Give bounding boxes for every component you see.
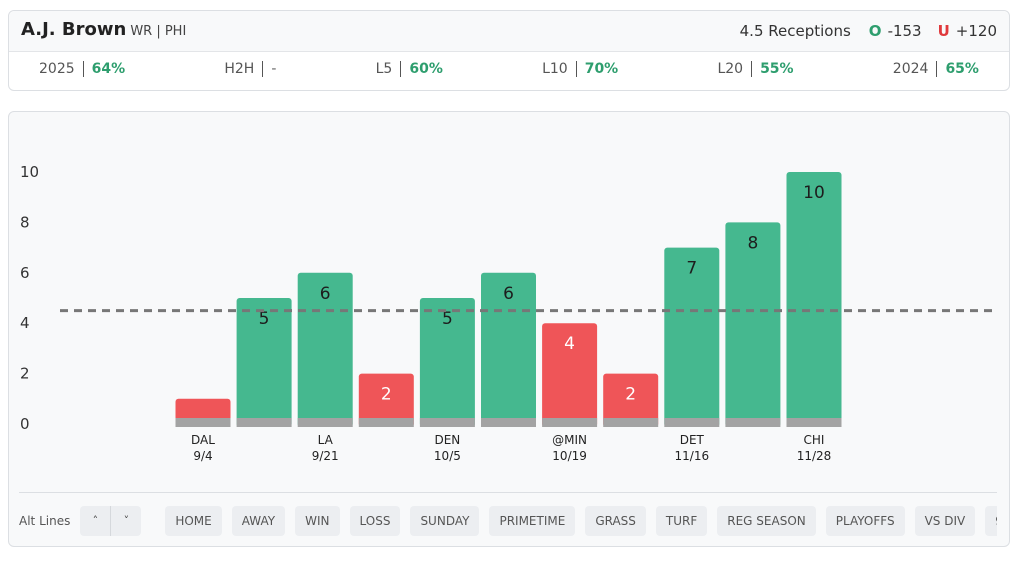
bar: [725, 222, 781, 427]
header-card: A.J. Brown WR | PHI 4.5 Receptions O -153…: [8, 10, 1010, 91]
value-label: 2: [625, 385, 636, 405]
stat-label: 2025: [39, 61, 84, 77]
alt-line-arrows: ˄ ˅: [80, 506, 142, 536]
bar: [786, 172, 842, 427]
y-tick-label: 0: [20, 415, 30, 433]
bar: [297, 272, 353, 427]
under-mark: U: [937, 22, 950, 40]
x-tick-date: 11/28: [797, 449, 832, 463]
stat-label: L5: [375, 61, 402, 77]
value-label: 10: [803, 183, 825, 203]
stat-value: 64%: [91, 61, 126, 77]
bar-base: [175, 418, 231, 427]
filter-button[interactable]: TURF: [655, 506, 708, 536]
bar: [419, 298, 475, 427]
over-mark: O: [868, 22, 882, 40]
stat-label: 2024: [892, 61, 938, 77]
x-tick-date: 10/5: [434, 449, 461, 463]
stat: L10 70%: [542, 61, 618, 77]
under-odds: +120: [955, 22, 997, 40]
filter-button[interactable]: SUNDAY: [410, 506, 480, 536]
stat-value: -: [271, 61, 277, 77]
filter-button[interactable]: GRASS: [585, 506, 646, 536]
x-tick-label: DAL: [191, 433, 215, 447]
x-tick-label: DET: [680, 433, 705, 447]
stat-value: 55%: [760, 61, 794, 77]
bar-base: [603, 418, 659, 427]
stat-label: L10: [542, 61, 577, 77]
filter-row: Alt Lines ˄ ˅ HOME AWAY WIN LOSS SUNDAY PRIME…: [19, 492, 997, 549]
bar-base: [542, 418, 598, 427]
position: WR | PHI: [130, 24, 187, 39]
x-tick-date: 10/19: [552, 449, 587, 463]
stat: 2025 64%: [39, 61, 125, 77]
value-label: 5: [259, 309, 270, 329]
filter-button[interactable]: PLAYOFFS: [825, 506, 905, 536]
filter-button[interactable]: WIN: [295, 506, 340, 536]
stat: 2024 65%: [892, 61, 979, 77]
alt-lines-label: Alt Lines: [19, 514, 71, 528]
up-button[interactable]: ˄: [92, 514, 99, 527]
stat-value: 60%: [409, 61, 443, 77]
x-tick-date: 9/21: [312, 449, 339, 463]
x-tick-label: LA: [318, 433, 334, 447]
x-tick-date: 11/16: [675, 449, 710, 463]
value-label: 8: [747, 233, 758, 253]
bar-base: [725, 418, 781, 427]
filter-button[interactable]: PRIMETIME: [489, 506, 576, 536]
value-label: 4: [564, 334, 575, 354]
x-tick-date: 9/4: [193, 449, 212, 463]
value-label: 5: [442, 309, 453, 329]
stat-value: 65%: [945, 61, 979, 77]
y-tick-label: 2: [20, 365, 30, 383]
bar-base: [786, 418, 842, 427]
filter-button[interactable]: LOSS: [349, 506, 401, 536]
bar-base: [297, 418, 353, 427]
over-odds: -153: [887, 22, 922, 40]
stats-row: 2025 64% H2H - L5 60% L10 70% L20 55% 2024 65%: [39, 61, 979, 77]
filter-button[interactable]: VS DIV: [914, 506, 976, 536]
bar: [664, 247, 720, 427]
y-tick-label: 10: [20, 163, 39, 181]
filter-button[interactable]: AWAY: [231, 506, 286, 536]
prop: 4.5 Receptions: [739, 22, 851, 40]
y-tick-label: 8: [20, 213, 30, 231]
bar-base: [236, 418, 292, 427]
y-tick-label: 4: [20, 314, 30, 332]
x-tick-label: DEN: [434, 433, 460, 447]
name-row: A.J. Brown WR | PHI 4.5 Receptions O -153…: [9, 11, 1009, 52]
stat: H2H -: [224, 61, 276, 77]
chart: 0 2 4 6 8 10 DAL 9/4 5 6 LA 9/21 2 5 DEN 10/5 6 4 @MIN 10/1…: [20, 163, 992, 463]
bar-base: [481, 418, 536, 427]
value-label: 2: [381, 385, 392, 405]
filter-button[interactable]: 9 DAYS REST: [985, 506, 997, 536]
x-tick-label: @MIN: [552, 433, 587, 447]
odds: 4.5 Receptions O -153 U +120: [740, 22, 997, 40]
bar: [358, 373, 414, 427]
stat: L5 60%: [375, 61, 443, 77]
filter-button[interactable]: HOME: [165, 506, 222, 536]
value-label: 7: [686, 259, 697, 279]
value-label: 6: [320, 284, 331, 304]
down-button[interactable]: ˅: [110, 506, 141, 536]
bar: [236, 298, 292, 427]
stat-label: H2H: [224, 61, 264, 77]
x-tick-label: CHI: [804, 433, 825, 447]
value-label: 6: [503, 284, 514, 304]
filter-button[interactable]: REG SEASON: [717, 506, 816, 536]
bar-base: [664, 418, 720, 427]
stat-label: L20: [717, 61, 753, 77]
player-name: A.J. Brown WR | PHI: [21, 19, 186, 40]
bar: [603, 373, 659, 427]
y-tick-label: 6: [20, 264, 30, 282]
bar-base: [419, 418, 475, 427]
stat-value: 70%: [584, 61, 619, 77]
name: A.J. Brown: [21, 19, 127, 40]
stat: L20 55%: [717, 61, 794, 77]
bar: [542, 323, 598, 427]
bar-base: [358, 418, 414, 427]
